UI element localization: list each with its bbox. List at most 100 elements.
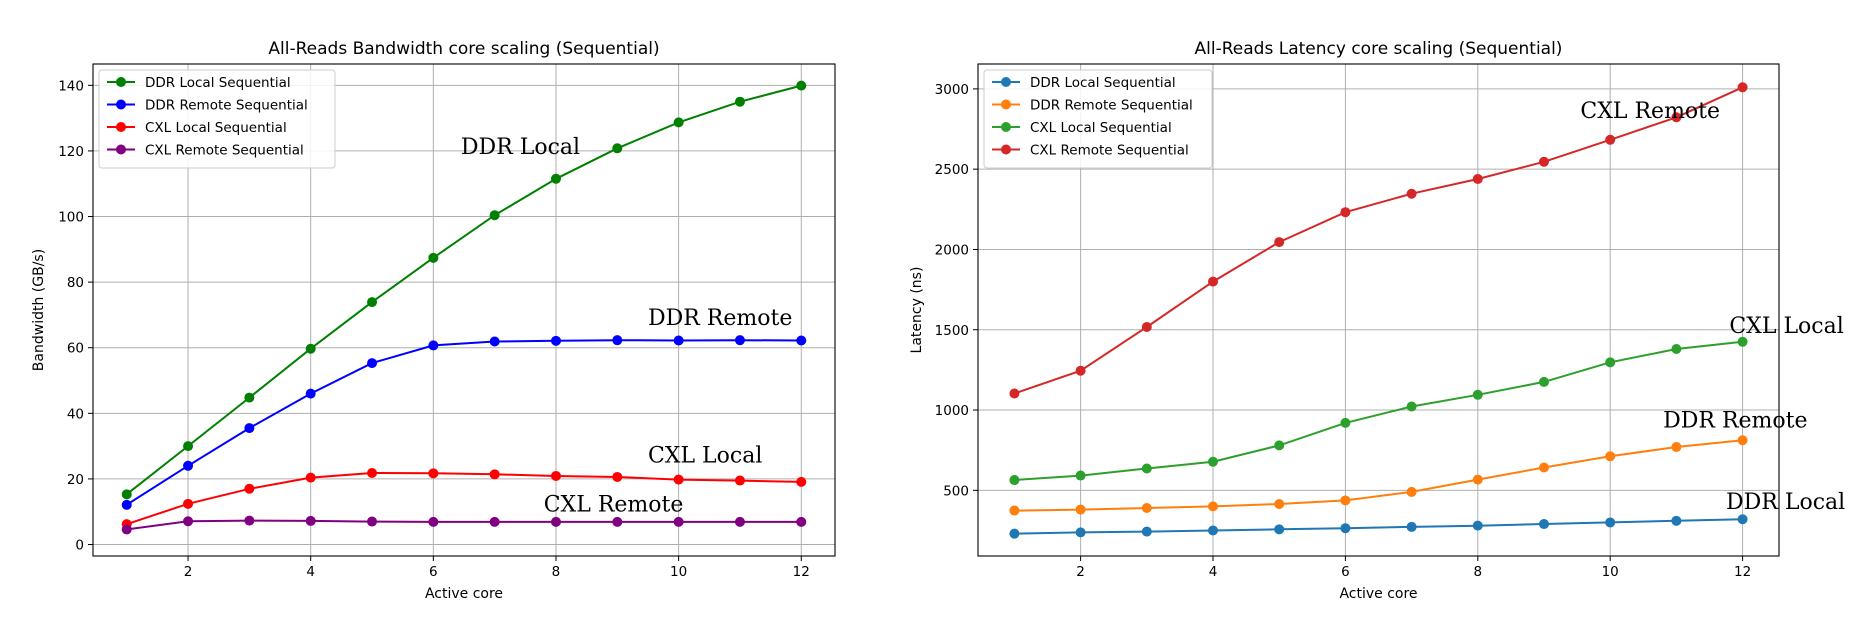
latency-legend-swatch-marker — [1001, 99, 1011, 110]
latency-data-point — [1009, 388, 1020, 399]
latency-data-point — [1274, 524, 1285, 535]
bandwidth-series-line — [126, 519, 802, 531]
bandwidth-data-point — [550, 335, 561, 346]
latency-data-point — [1274, 440, 1285, 451]
latency-data-point — [1406, 521, 1417, 532]
bandwidth-series-2 — [121, 468, 807, 530]
latency-plot-frame — [977, 63, 1780, 557]
bandwidth-data-point — [367, 297, 378, 308]
latency-data-point — [1406, 188, 1417, 199]
bandwidth-x-tick-label: 10 — [670, 564, 687, 580]
bandwidth-annotation: DDR Local — [461, 135, 580, 160]
latency-x-tick-label: 12 — [1734, 564, 1751, 580]
bandwidth-x-tick-label: 4 — [306, 564, 315, 580]
latency-data-point — [1075, 527, 1086, 538]
latency-series-line — [1014, 340, 1743, 481]
latency-legend-label: DDR Remote Sequential — [1030, 98, 1193, 114]
latency-annotation: DDR Local — [1726, 490, 1845, 515]
bandwidth-legend-swatch-marker — [116, 77, 126, 87]
latency-chart: 2 4 6 8 10 12 500 1000 1500 2000 2500 3000 All-Reads… — [909, 39, 1845, 602]
latency-data-point — [1208, 525, 1219, 536]
bandwidth-data-point — [244, 515, 255, 526]
bandwidth-chart-title: All-Reads Bandwidth core scaling (Sequen… — [268, 39, 659, 59]
latency-data-point — [1472, 389, 1483, 400]
latency-data-point — [1671, 515, 1682, 526]
latency-data-point — [1340, 417, 1351, 428]
bandwidth-x-axis-label: Active core — [425, 586, 503, 602]
bandwidth-plot-frame — [92, 63, 836, 557]
bandwidth-data-point — [183, 460, 194, 471]
latency-legend-swatch-marker — [1001, 144, 1011, 155]
latency-x-tick-label: 10 — [1602, 564, 1619, 580]
bandwidth-data-point — [183, 441, 194, 452]
bandwidth-series-line — [126, 84, 802, 496]
bandwidth-legend-swatch-marker — [116, 99, 126, 110]
latency-annotation: DDR Remote — [1663, 409, 1807, 434]
latency-data-point — [1009, 505, 1020, 516]
bandwidth-series-0 — [121, 80, 807, 500]
bandwidth-data-point — [305, 472, 316, 483]
latency-y-tick-label: 1000 — [935, 403, 969, 419]
bandwidth-y-tick-label: 60 — [67, 341, 84, 357]
latency-data-point — [1671, 441, 1682, 452]
latency-legend-label: CXL Remote Sequential — [1030, 143, 1189, 159]
bandwidth-legend-label: DDR Remote Sequential — [145, 98, 308, 114]
latency-data-point — [1605, 357, 1616, 368]
latency-data-point — [1141, 463, 1152, 474]
latency-data-point — [1340, 495, 1351, 506]
latency-data-point — [1538, 519, 1549, 530]
latency-data-point — [1671, 112, 1682, 123]
bandwidth-data-point — [673, 516, 684, 527]
latency-data-point — [1406, 486, 1417, 497]
latency-y-tick-label: 1500 — [935, 323, 969, 339]
bandwidth-legend-swatch-marker — [116, 122, 126, 132]
latency-data-point — [1406, 401, 1417, 412]
latency-series-0 — [1009, 514, 1748, 539]
bandwidth-data-point — [550, 470, 561, 481]
latency-data-point — [1605, 134, 1616, 145]
latency-data-point — [1472, 173, 1483, 184]
latency-series-3 — [1009, 82, 1748, 399]
bandwidth-data-point — [367, 468, 378, 479]
latency-annotation: CXL Local — [1729, 314, 1843, 339]
bandwidth-data-point — [734, 96, 745, 107]
latency-data-point — [1141, 502, 1152, 513]
bandwidth-y-tick-label: 0 — [75, 538, 84, 554]
latency-data-point — [1538, 376, 1549, 387]
latency-data-point — [1141, 322, 1152, 333]
latency-series-line — [1014, 518, 1743, 535]
latency-y-axis-label: Latency (ns) — [909, 267, 925, 354]
bandwidth-data-point — [244, 483, 255, 494]
bandwidth-data-point — [428, 340, 439, 351]
bandwidth-data-point — [183, 516, 194, 527]
bandwidth-x-tick-label: 8 — [552, 564, 561, 580]
latency-legend-swatch-marker — [1001, 77, 1011, 87]
latency-data-point — [1340, 207, 1351, 218]
bandwidth-data-point — [305, 343, 316, 354]
latency-y-tick-label: 2000 — [935, 242, 969, 258]
bandwidth-data-point — [734, 335, 745, 346]
latency-data-point — [1009, 528, 1020, 539]
bandwidth-data-point — [796, 516, 807, 527]
latency-data-point — [1671, 344, 1682, 355]
bandwidth-data-point — [550, 516, 561, 527]
bandwidth-data-point — [489, 210, 500, 221]
bandwidth-legend-box — [98, 69, 336, 169]
latency-y-tick-label: 3000 — [935, 82, 969, 98]
latency-data-point — [1208, 456, 1219, 467]
bandwidth-data-point — [612, 335, 623, 346]
latency-data-point — [1075, 470, 1086, 481]
latency-data-point — [1208, 501, 1219, 512]
latency-annotation: CXL Remote — [1580, 99, 1720, 124]
latency-data-point — [1208, 276, 1219, 287]
bandwidth-data-point — [734, 516, 745, 527]
bandwidth-series-line — [126, 339, 802, 506]
latency-series-line — [1014, 439, 1743, 512]
bandwidth-data-point — [796, 335, 807, 346]
bandwidth-series-3 — [121, 515, 807, 535]
bandwidth-data-point — [612, 471, 623, 482]
bandwidth-annotation: CXL Remote — [544, 493, 684, 518]
latency-legend-label: CXL Local Sequential — [1030, 120, 1172, 136]
